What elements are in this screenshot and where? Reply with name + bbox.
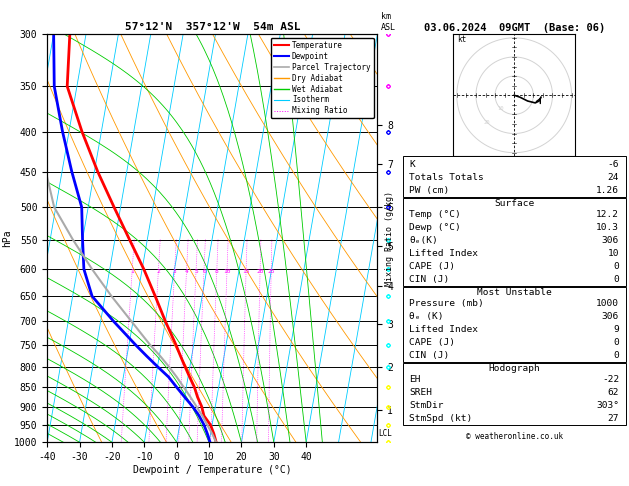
X-axis label: Dewpoint / Temperature (°C): Dewpoint / Temperature (°C) bbox=[133, 465, 292, 475]
Text: 4: 4 bbox=[185, 269, 189, 274]
Text: 2: 2 bbox=[157, 269, 160, 274]
Text: kt: kt bbox=[457, 35, 466, 44]
Text: K: K bbox=[409, 160, 415, 169]
Text: EH: EH bbox=[409, 375, 421, 384]
Text: CIN (J): CIN (J) bbox=[409, 351, 450, 360]
Text: 6: 6 bbox=[202, 269, 206, 274]
Text: 62: 62 bbox=[608, 388, 619, 398]
Text: 10: 10 bbox=[223, 269, 231, 274]
Text: PW (cm): PW (cm) bbox=[409, 186, 450, 195]
Text: 5: 5 bbox=[194, 269, 198, 274]
Text: CIN (J): CIN (J) bbox=[409, 275, 450, 284]
Text: CAPE (J): CAPE (J) bbox=[409, 338, 455, 347]
Text: Temp (°C): Temp (°C) bbox=[409, 210, 461, 219]
Text: Totals Totals: Totals Totals bbox=[409, 173, 484, 182]
Y-axis label: hPa: hPa bbox=[3, 229, 13, 247]
Text: km
ASL: km ASL bbox=[381, 12, 396, 32]
Text: 10: 10 bbox=[498, 106, 504, 111]
Text: 1.26: 1.26 bbox=[596, 186, 619, 195]
Text: 0: 0 bbox=[613, 262, 619, 271]
Text: 306: 306 bbox=[602, 236, 619, 245]
Text: 27: 27 bbox=[608, 414, 619, 423]
Text: Dewp (°C): Dewp (°C) bbox=[409, 223, 461, 232]
Text: 0: 0 bbox=[613, 275, 619, 284]
Text: θₑ (K): θₑ (K) bbox=[409, 312, 443, 321]
Text: Most Unstable: Most Unstable bbox=[477, 288, 552, 297]
Bar bbox=[403, 198, 626, 286]
Text: Surface: Surface bbox=[494, 199, 534, 208]
Text: θₑ(K): θₑ(K) bbox=[409, 236, 438, 245]
Text: 12.2: 12.2 bbox=[596, 210, 619, 219]
Bar bbox=[403, 287, 626, 362]
Text: 57°12'N  357°12'W  54m ASL: 57°12'N 357°12'W 54m ASL bbox=[125, 21, 300, 32]
Text: 3: 3 bbox=[173, 269, 177, 274]
Text: 25: 25 bbox=[267, 269, 275, 274]
Text: 306: 306 bbox=[602, 312, 619, 321]
Text: StmSpd (kt): StmSpd (kt) bbox=[409, 414, 472, 423]
Text: CAPE (J): CAPE (J) bbox=[409, 262, 455, 271]
Text: 20: 20 bbox=[484, 120, 490, 125]
Text: Pressure (mb): Pressure (mb) bbox=[409, 299, 484, 308]
Text: 1000: 1000 bbox=[596, 299, 619, 308]
Text: 24: 24 bbox=[608, 173, 619, 182]
Text: SREH: SREH bbox=[409, 388, 432, 398]
Text: Mixing Ratio (g/kg): Mixing Ratio (g/kg) bbox=[386, 191, 394, 286]
Text: -6: -6 bbox=[608, 160, 619, 169]
Text: 03.06.2024  09GMT  (Base: 06): 03.06.2024 09GMT (Base: 06) bbox=[423, 22, 605, 33]
Text: 0: 0 bbox=[613, 338, 619, 347]
Text: StmDir: StmDir bbox=[409, 401, 443, 410]
Text: 20: 20 bbox=[257, 269, 264, 274]
Text: © weatheronline.co.uk: © weatheronline.co.uk bbox=[465, 432, 563, 441]
Text: Lifted Index: Lifted Index bbox=[409, 325, 478, 334]
Text: 1: 1 bbox=[130, 269, 134, 274]
Text: 10.3: 10.3 bbox=[596, 223, 619, 232]
Text: 8: 8 bbox=[215, 269, 219, 274]
Text: 303°: 303° bbox=[596, 401, 619, 410]
Bar bbox=[403, 156, 626, 197]
Text: Hodograph: Hodograph bbox=[488, 364, 540, 373]
Bar bbox=[403, 363, 626, 425]
Text: 15: 15 bbox=[242, 269, 250, 274]
Text: LCL: LCL bbox=[378, 429, 392, 438]
Text: Lifted Index: Lifted Index bbox=[409, 249, 478, 258]
Text: 9: 9 bbox=[613, 325, 619, 334]
Text: 10: 10 bbox=[608, 249, 619, 258]
Text: 0: 0 bbox=[613, 351, 619, 360]
Text: -22: -22 bbox=[602, 375, 619, 384]
Legend: Temperature, Dewpoint, Parcel Trajectory, Dry Adiabat, Wet Adiabat, Isotherm, Mi: Temperature, Dewpoint, Parcel Trajectory… bbox=[270, 38, 374, 119]
